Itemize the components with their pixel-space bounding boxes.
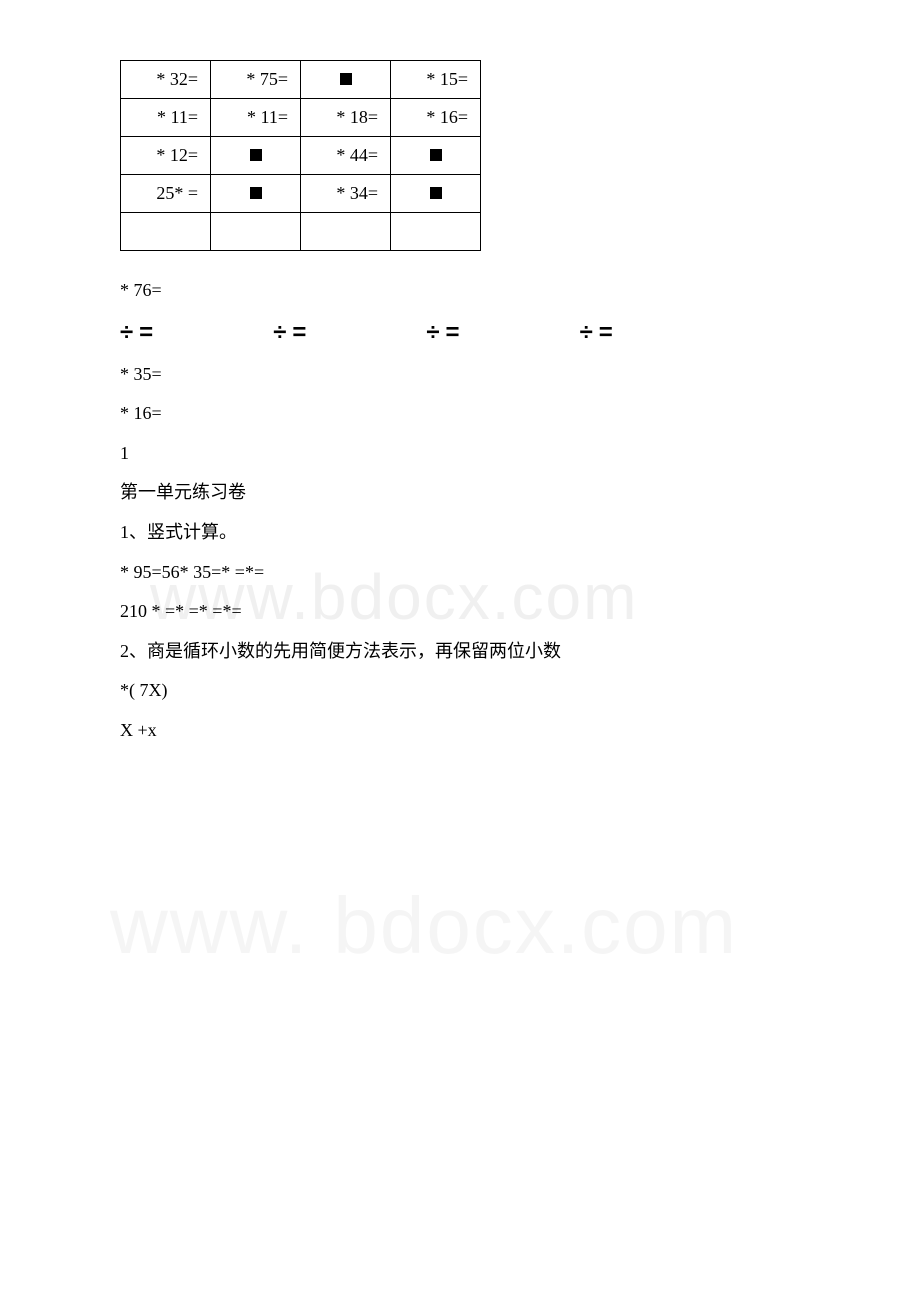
table-row: * 32=* 75= * 15=	[121, 61, 481, 99]
table-cell: * 11=	[211, 99, 301, 137]
table-cell	[301, 213, 391, 251]
divide-icon: ÷	[426, 319, 439, 347]
table-cell	[121, 213, 211, 251]
problem-line-2: * 35=	[120, 355, 820, 395]
problem-line-11: X +x	[120, 711, 820, 751]
divide-symbols-row: ÷ = ÷ = ÷ = ÷ =	[120, 319, 820, 347]
table-cell: * 18=	[301, 99, 391, 137]
problem-line-10: *( 7X)	[120, 671, 820, 711]
table-cell: * 75=	[211, 61, 301, 99]
table-row	[121, 213, 481, 251]
equals-icon: =	[599, 319, 613, 347]
divide-icon: ÷	[120, 319, 133, 347]
table-cell	[301, 61, 391, 99]
divide-equals-3: ÷ =	[426, 319, 459, 347]
table-cell: * 12=	[121, 137, 211, 175]
divide-icon: ÷	[273, 319, 286, 347]
problem-line-7: * 95=56* 35=* =*=	[120, 553, 820, 593]
table-cell	[391, 175, 481, 213]
equals-icon: =	[139, 319, 153, 347]
table-cell: * 11=	[121, 99, 211, 137]
table-cell	[211, 137, 301, 175]
divide-equals-2: ÷ =	[273, 319, 306, 347]
divide-equals-4: ÷ =	[580, 319, 613, 347]
equals-icon: =	[446, 319, 460, 347]
black-square-icon	[430, 149, 442, 161]
problem-line-8: 210 * =* =* =*=	[120, 592, 820, 632]
black-square-icon	[250, 187, 262, 199]
table-row: * 11=* 11=* 18=* 16=	[121, 99, 481, 137]
divide-icon: ÷	[580, 319, 593, 347]
table-cell: * 16=	[391, 99, 481, 137]
table-cell: 25* =	[121, 175, 211, 213]
math-problems-table: * 32=* 75=* 15=* 11=* 11=* 18=* 16=* 12=…	[120, 60, 481, 251]
table-cell: * 34=	[301, 175, 391, 213]
table-row: 25* = * 34=	[121, 175, 481, 213]
table-cell	[211, 175, 301, 213]
black-square-icon	[340, 73, 352, 85]
divide-equals-1: ÷ =	[120, 319, 153, 347]
table-cell	[391, 213, 481, 251]
table-cell: * 15=	[391, 61, 481, 99]
table-row: * 12= * 44=	[121, 137, 481, 175]
problem-line-3: * 16=	[120, 394, 820, 434]
watermark-text-2: www. bdocx.com	[110, 880, 738, 972]
table-cell: * 44=	[301, 137, 391, 175]
document-content: * 32=* 75=* 15=* 11=* 11=* 18=* 16=* 12=…	[100, 60, 820, 751]
equals-icon: =	[292, 319, 306, 347]
unit-title: 第一单元练习卷	[120, 473, 820, 513]
black-square-icon	[250, 149, 262, 161]
table-cell: * 32=	[121, 61, 211, 99]
section-1-title: 1、竖式计算。	[120, 513, 820, 553]
problem-line-1: * 76=	[120, 271, 820, 311]
table-cell	[211, 213, 301, 251]
section-2-title: 2、商是循环小数的先用简便方法表示，再保留两位小数	[120, 632, 820, 672]
black-square-icon	[430, 187, 442, 199]
table-cell	[391, 137, 481, 175]
problem-line-4: 1	[120, 434, 820, 474]
